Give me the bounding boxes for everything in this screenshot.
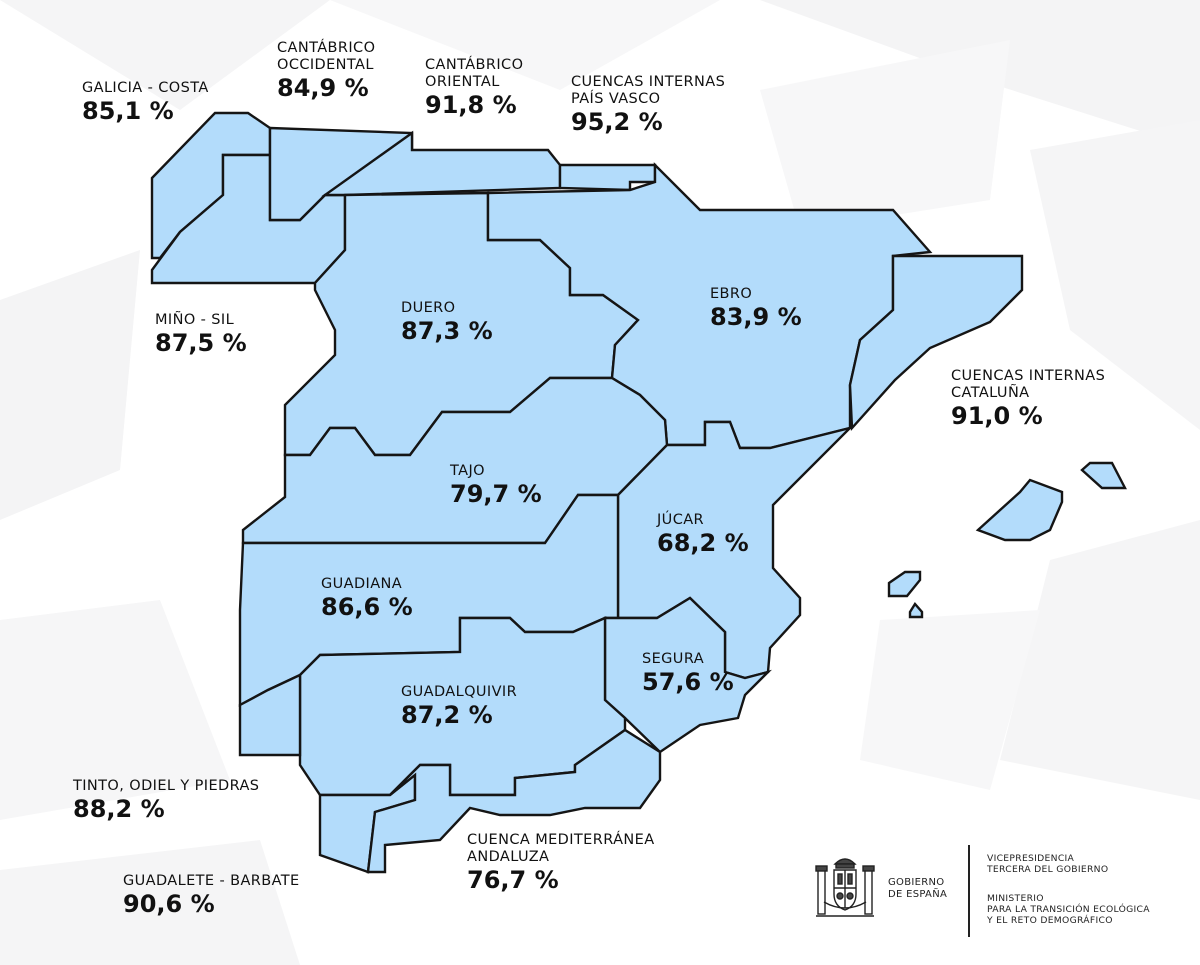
basin-name: JÚCAR bbox=[657, 512, 705, 528]
basin-name: CANTÁBRICO OCCIDENTAL bbox=[277, 40, 376, 73]
basin-segura bbox=[603, 596, 772, 754]
label-cantabrico-occidental: CANTÁBRICO OCCIDENTAL 84,9 % bbox=[277, 40, 375, 102]
basin-value: 90,6 % bbox=[123, 890, 215, 918]
basin-value: 85,1 % bbox=[82, 97, 174, 125]
ministerio-text: MINISTERIO PARA LA TRANSICIÓN ECOLÓGICA … bbox=[987, 893, 1150, 926]
label-ebro: EBRO 83,9 % bbox=[710, 286, 802, 331]
basin-name: CUENCA MEDITERRÁNEA ANDALUZA bbox=[467, 832, 655, 865]
basin-name: GUADALETE - BARBATE bbox=[123, 873, 300, 889]
basin-name: DUERO bbox=[401, 300, 456, 316]
basin-value: 76,7 % bbox=[467, 866, 559, 894]
vicepresidencia-text: VICEPRESIDENCIA TERCERA DEL GOBIERNO bbox=[987, 853, 1109, 875]
basin-value: 87,5 % bbox=[155, 329, 247, 357]
label-guadalquivir: GUADALQUIVIR 87,2 % bbox=[401, 684, 517, 729]
label-duero: DUERO 87,3 % bbox=[401, 300, 493, 345]
institutional-footer: GOBIERNO DE ESPAÑA VICEPRESIDENCIA TERCE… bbox=[805, 845, 1185, 940]
label-guadiana: GUADIANA 86,6 % bbox=[321, 576, 413, 621]
basin-value: 88,2 % bbox=[73, 795, 165, 823]
basin-name: MIÑO - SIL bbox=[155, 312, 235, 328]
basin-name: GUADALQUIVIR bbox=[401, 684, 518, 700]
footer-divider bbox=[968, 845, 970, 937]
basin-value: 84,9 % bbox=[277, 74, 369, 102]
basin-name: CANTÁBRICO ORIENTAL bbox=[425, 57, 524, 90]
coat-of-arms-icon bbox=[815, 858, 875, 917]
basin-name: SEGURA bbox=[642, 651, 705, 667]
basin-value: 86,6 % bbox=[321, 593, 413, 621]
basin-name: EBRO bbox=[710, 286, 753, 302]
basin-value: 83,9 % bbox=[710, 303, 802, 331]
label-guadalete-barbate: GUADALETE - BARBATE 90,6 % bbox=[123, 873, 300, 918]
basin-value: 57,6 % bbox=[642, 668, 734, 696]
basin-value: 79,7 % bbox=[450, 480, 542, 508]
island-mallorca bbox=[975, 478, 1064, 542]
basin-value: 87,2 % bbox=[401, 701, 493, 729]
island-formentera bbox=[908, 601, 924, 619]
basin-name: TAJO bbox=[450, 463, 485, 479]
label-galicia-costa: GALICIA - COSTA 85,1 % bbox=[82, 80, 209, 125]
label-mino-sil: MIÑO - SIL 87,5 % bbox=[155, 312, 247, 357]
basin-name: GALICIA - COSTA bbox=[82, 80, 209, 96]
label-cuencas-internas-pais-vasco: CUENCAS INTERNAS PAÍS VASCO 95,2 % bbox=[571, 74, 725, 136]
basin-value: 87,3 % bbox=[401, 317, 493, 345]
gobierno-text: GOBIERNO DE ESPAÑA bbox=[888, 877, 948, 900]
island-ibiza bbox=[887, 570, 922, 598]
label-cuencas-internas-cataluna: CUENCAS INTERNAS CATALUÑA 91,0 % bbox=[951, 368, 1105, 430]
basin-value: 68,2 % bbox=[657, 529, 749, 557]
label-tinto-odiel-piedras: TINTO, ODIEL Y PIEDRAS 88,2 % bbox=[73, 778, 259, 823]
label-tajo: TAJO 79,7 % bbox=[450, 463, 542, 508]
label-cuenca-mediterranea-andaluza: CUENCA MEDITERRÁNEA ANDALUZA 76,7 % bbox=[467, 832, 655, 894]
basin-cuencas-internas-cataluna bbox=[848, 254, 1024, 431]
label-jucar: JÚCAR 68,2 % bbox=[657, 512, 749, 557]
label-cantabrico-oriental: CANTÁBRICO ORIENTAL 91,8 % bbox=[425, 57, 523, 119]
basin-name: TINTO, ODIEL Y PIEDRAS bbox=[73, 778, 260, 794]
basin-value: 91,8 % bbox=[425, 91, 517, 119]
basin-name: GUADIANA bbox=[321, 576, 403, 592]
basin-name: CUENCAS INTERNAS PAÍS VASCO bbox=[571, 74, 726, 107]
basin-cuenca-mediterranea-andaluza bbox=[366, 728, 662, 874]
basin-value: 95,2 % bbox=[571, 108, 663, 136]
label-segura: SEGURA 57,6 % bbox=[642, 651, 734, 696]
basin-value: 91,0 % bbox=[951, 402, 1043, 430]
basin-tinto-odiel-piedras bbox=[238, 673, 302, 757]
island-menorca bbox=[1080, 461, 1127, 490]
basin-name: CUENCAS INTERNAS CATALUÑA bbox=[951, 368, 1106, 401]
